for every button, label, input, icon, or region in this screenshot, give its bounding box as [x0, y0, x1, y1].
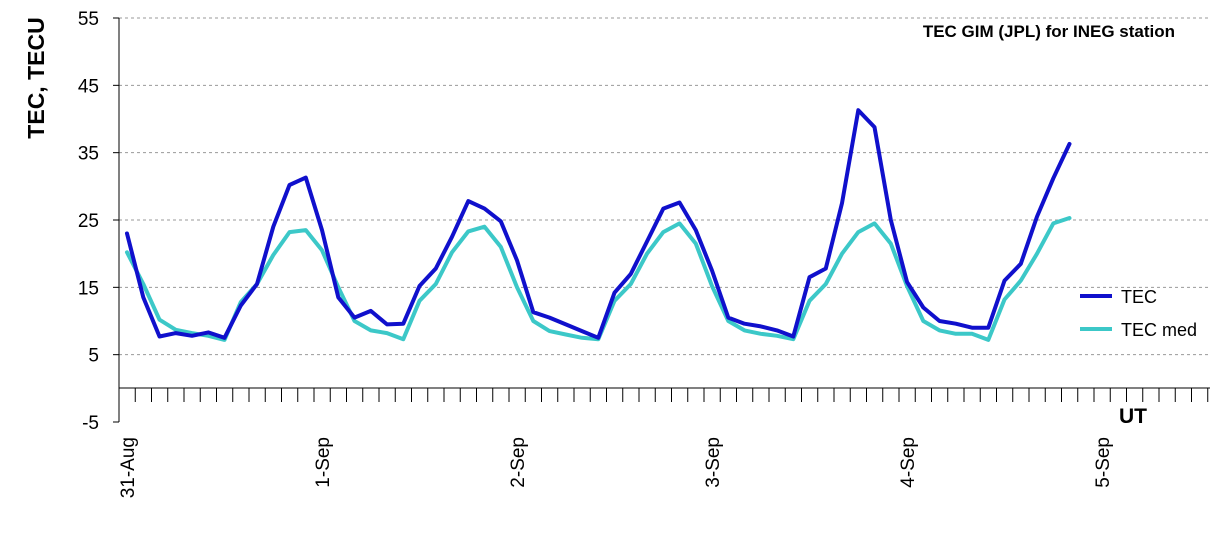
x-axis-unit-label: UT: [1119, 405, 1147, 428]
x-tick-label: 1-Sep: [313, 437, 334, 488]
y-tick-label: 15: [78, 278, 99, 299]
series-lines: [125, 108, 1072, 342]
x-tick-label: 3-Sep: [703, 437, 724, 488]
x-tick-label: 5-Sep: [1093, 437, 1114, 488]
legend: TEC TEC med: [1080, 287, 1197, 340]
y-tick-label: -5: [82, 413, 99, 434]
y-axis-label: TEC, TECU: [23, 17, 49, 138]
legend-label-tec-med: TEC med: [1121, 320, 1197, 340]
x-tick-label: 2-Sep: [508, 437, 529, 488]
y-tick-label: 45: [78, 76, 99, 97]
gridlines: [119, 17, 1210, 356]
legend-label-tec: TEC: [1121, 287, 1157, 307]
x-ticks: [118, 388, 1209, 402]
x-tick-label: 4-Sep: [898, 437, 919, 488]
x-tick-labels: 31-Aug 1-Sep 2-Sep 3-Sep 4-Sep 5-Sep: [118, 437, 1114, 498]
chart-title: TEC GIM (JPL) for INEG station: [923, 22, 1175, 41]
y-tick-label: 35: [78, 144, 99, 165]
y-tick-label: 25: [78, 211, 99, 232]
y-tick-label: 55: [78, 9, 99, 30]
y-tick-label: 5: [88, 346, 99, 367]
y-tick-labels: -5 5 15 25 35 45 55: [78, 9, 119, 434]
x-tick-label: 31-Aug: [118, 437, 139, 498]
series-line-tec: [125, 108, 1072, 340]
series-line-tec-med: [125, 216, 1072, 342]
